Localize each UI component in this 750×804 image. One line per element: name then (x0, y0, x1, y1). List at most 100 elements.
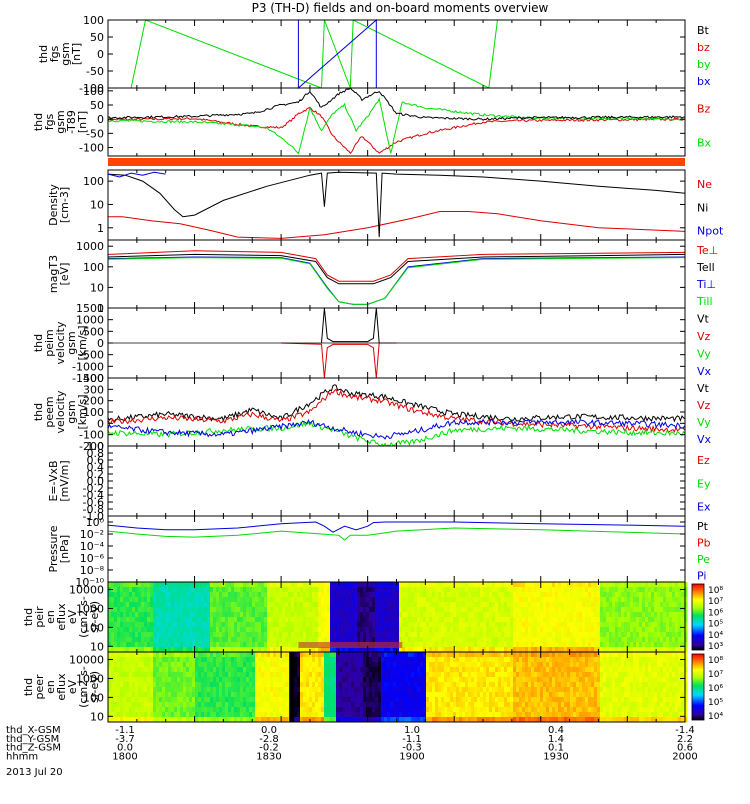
heatmap-cell (441, 617, 445, 623)
heatmap-cell (126, 607, 130, 613)
heatmap-cell (408, 652, 412, 658)
heatmap-cell (162, 662, 166, 668)
heatmap-cell (588, 587, 592, 593)
heatmap-cell (405, 642, 409, 648)
heatmap-cell (177, 712, 181, 718)
heatmap-cell (408, 692, 412, 698)
heatmap-cell (129, 592, 133, 598)
heatmap-cell (450, 687, 454, 693)
heatmap-cell (342, 602, 346, 608)
heatmap-cell (381, 582, 385, 588)
heatmap-cell (384, 697, 388, 703)
legend-entry: Vy (697, 416, 711, 429)
heatmap-cell (207, 622, 211, 628)
heatmap-cell (348, 632, 352, 638)
heatmap-cell (543, 607, 547, 613)
heatmap-cell (270, 622, 274, 628)
heatmap-cell (666, 597, 670, 603)
heatmap-cell (318, 592, 322, 598)
heatmap-cell (447, 627, 451, 633)
heatmap-cell (450, 677, 454, 683)
heatmap-cell (156, 677, 160, 683)
heatmap-cell (285, 667, 289, 673)
heatmap-cell (273, 607, 277, 613)
heatmap-cell (147, 627, 151, 633)
heatmap-cell (255, 677, 259, 683)
heatmap-cell (117, 712, 121, 718)
heatmap-cell (210, 592, 214, 598)
heatmap-cell (396, 667, 400, 673)
heatmap-cell (237, 707, 241, 713)
heatmap-cell (213, 637, 217, 643)
heatmap-cell (414, 702, 418, 708)
heatmap-cell (387, 617, 391, 623)
heatmap-cell (384, 662, 388, 668)
heatmap-cell (453, 687, 457, 693)
heatmap-cell (246, 652, 250, 658)
heatmap-cell (459, 602, 463, 608)
heatmap-cell (513, 637, 517, 643)
heatmap-cell (129, 707, 133, 713)
heatmap-cell (414, 632, 418, 638)
heatmap-cell (108, 662, 112, 668)
heatmap-cell (375, 627, 379, 633)
heatmap-cell (663, 597, 667, 603)
heatmap-cell (198, 612, 202, 618)
heatmap-cell (339, 652, 343, 658)
heatmap-cell (423, 617, 427, 623)
heatmap-cell (180, 687, 184, 693)
heatmap-cell (552, 597, 556, 603)
heatmap-cell (363, 697, 367, 703)
heatmap-cell (126, 667, 130, 673)
heatmap-cell (174, 582, 178, 588)
heatmap-cell (456, 597, 460, 603)
heatmap-cell (564, 607, 568, 613)
heatmap-cell (498, 627, 502, 633)
heatmap-cell (330, 707, 334, 713)
heatmap-cell (162, 622, 166, 628)
heatmap-cell (318, 682, 322, 688)
heatmap-cell (501, 617, 505, 623)
heatmap-cell (213, 627, 217, 633)
heatmap-cell (375, 702, 379, 708)
heatmap-cell (513, 607, 517, 613)
heatmap-cell (477, 597, 481, 603)
heatmap-cell (417, 672, 421, 678)
heatmap-cell (501, 627, 505, 633)
heatmap-cell (390, 662, 394, 668)
heatmap-cell (141, 672, 145, 678)
heatmap-cell (318, 652, 322, 658)
heatmap-cell (435, 602, 439, 608)
heatmap-cell (255, 627, 259, 633)
heatmap-cell (642, 597, 646, 603)
heatmap-cell (429, 682, 433, 688)
heatmap-cell (324, 617, 328, 623)
heatmap-cell (165, 712, 169, 718)
heatmap-cell (162, 612, 166, 618)
heatmap-cell (372, 697, 376, 703)
heatmap-cell (510, 592, 514, 598)
heatmap-cell (411, 637, 415, 643)
heatmap-cell (408, 687, 412, 693)
heatmap-cell (147, 642, 151, 648)
heatmap-cell (369, 682, 373, 688)
heatmap-cell (258, 607, 262, 613)
heatmap-cell (654, 597, 658, 603)
heatmap-cell (528, 632, 532, 638)
heatmap-cell (378, 582, 382, 588)
heatmap-cell (627, 632, 631, 638)
heatmap-cell (207, 587, 211, 593)
heatmap-cell (432, 642, 436, 648)
heatmap-cell (390, 707, 394, 713)
heatmap-cell (207, 627, 211, 633)
heatmap-cell (414, 662, 418, 668)
heatmap-cell (255, 587, 259, 593)
heatmap-cell (216, 707, 220, 713)
heatmap-cell (243, 627, 247, 633)
heatmap-cell (411, 687, 415, 693)
heatmap-cell (285, 587, 289, 593)
heatmap-cell (324, 662, 328, 668)
heatmap-cell (297, 592, 301, 598)
heatmap-cell (177, 592, 181, 598)
heatmap-cell (540, 627, 544, 633)
